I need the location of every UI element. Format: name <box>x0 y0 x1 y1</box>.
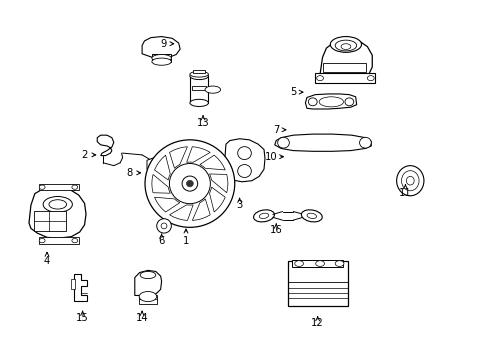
Ellipse shape <box>189 71 208 77</box>
Bar <box>315 73 374 83</box>
Polygon shape <box>97 135 114 156</box>
Ellipse shape <box>294 261 303 266</box>
Ellipse shape <box>157 219 171 233</box>
Ellipse shape <box>152 54 171 62</box>
Bar <box>139 295 157 304</box>
Text: 15: 15 <box>76 313 89 323</box>
Ellipse shape <box>43 197 72 212</box>
Polygon shape <box>152 175 170 193</box>
Text: 5: 5 <box>289 87 296 97</box>
Ellipse shape <box>72 238 78 243</box>
Polygon shape <box>135 270 161 296</box>
Ellipse shape <box>396 166 423 196</box>
Bar <box>288 261 347 306</box>
Ellipse shape <box>182 176 197 191</box>
Ellipse shape <box>316 76 323 81</box>
Polygon shape <box>154 155 170 180</box>
Ellipse shape <box>72 185 78 189</box>
Text: 7: 7 <box>272 125 279 135</box>
Ellipse shape <box>204 86 220 93</box>
Ellipse shape <box>152 58 171 65</box>
Text: 3: 3 <box>236 200 242 210</box>
Text: 13: 13 <box>196 118 209 128</box>
Ellipse shape <box>189 99 208 107</box>
Ellipse shape <box>140 271 156 279</box>
Ellipse shape <box>344 98 353 106</box>
Ellipse shape <box>169 163 210 204</box>
Bar <box>39 184 79 190</box>
Polygon shape <box>274 134 370 151</box>
Ellipse shape <box>145 140 234 227</box>
Polygon shape <box>305 94 356 109</box>
Ellipse shape <box>39 238 45 243</box>
Polygon shape <box>209 174 227 193</box>
Bar <box>152 54 171 62</box>
Polygon shape <box>209 187 225 212</box>
Bar <box>71 279 75 289</box>
Polygon shape <box>200 155 225 170</box>
Ellipse shape <box>315 261 324 266</box>
Bar <box>191 86 206 90</box>
Polygon shape <box>74 274 87 301</box>
Text: 9: 9 <box>161 39 167 49</box>
Ellipse shape <box>308 98 317 106</box>
Ellipse shape <box>359 137 370 148</box>
Ellipse shape <box>330 37 361 52</box>
Ellipse shape <box>259 213 268 219</box>
Ellipse shape <box>366 76 373 81</box>
Polygon shape <box>29 186 86 238</box>
Bar <box>323 63 366 72</box>
Text: 4: 4 <box>44 256 50 266</box>
Text: 14: 14 <box>136 313 148 323</box>
Text: 16: 16 <box>269 225 282 235</box>
Bar <box>39 237 79 244</box>
Text: 1: 1 <box>183 236 189 246</box>
Ellipse shape <box>301 210 322 222</box>
Polygon shape <box>169 147 187 168</box>
Ellipse shape <box>319 97 343 107</box>
Ellipse shape <box>334 261 343 266</box>
Ellipse shape <box>401 171 418 191</box>
Bar <box>189 76 208 103</box>
Polygon shape <box>224 139 264 182</box>
Polygon shape <box>154 197 180 212</box>
Bar <box>292 260 343 267</box>
Ellipse shape <box>277 137 289 148</box>
Ellipse shape <box>340 44 350 49</box>
Bar <box>192 69 205 73</box>
Polygon shape <box>147 156 178 172</box>
Ellipse shape <box>189 72 208 80</box>
Text: 6: 6 <box>158 236 164 246</box>
Text: 10: 10 <box>264 152 277 162</box>
Polygon shape <box>192 199 210 220</box>
Text: 11: 11 <box>398 188 411 198</box>
Polygon shape <box>186 147 210 162</box>
Text: 12: 12 <box>311 319 324 328</box>
Ellipse shape <box>306 213 316 219</box>
Polygon shape <box>142 37 180 58</box>
Ellipse shape <box>139 292 157 302</box>
Ellipse shape <box>406 176 413 185</box>
Bar <box>34 211 65 231</box>
Ellipse shape <box>39 185 45 189</box>
Ellipse shape <box>186 180 193 187</box>
Polygon shape <box>320 40 371 74</box>
Ellipse shape <box>334 40 356 51</box>
Text: 8: 8 <box>126 168 133 178</box>
Text: 2: 2 <box>81 150 87 160</box>
Ellipse shape <box>237 147 251 159</box>
Ellipse shape <box>253 210 274 222</box>
Ellipse shape <box>161 223 166 229</box>
Ellipse shape <box>237 165 251 177</box>
Polygon shape <box>169 205 193 220</box>
Ellipse shape <box>49 200 66 209</box>
